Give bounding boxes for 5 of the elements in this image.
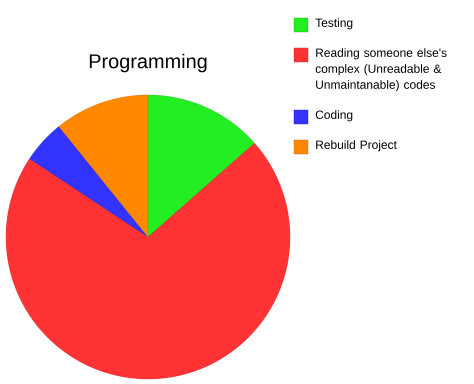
text: Programming [90, 54, 206, 72]
legend-label: Testing [315, 18, 352, 30]
legend-label: Rebuild Project [316, 140, 397, 152]
legend-label: Reading someone else's complex (Unreadable & Unmaintanable) codes [316, 48, 447, 92]
legend-label: Coding [316, 110, 352, 122]
